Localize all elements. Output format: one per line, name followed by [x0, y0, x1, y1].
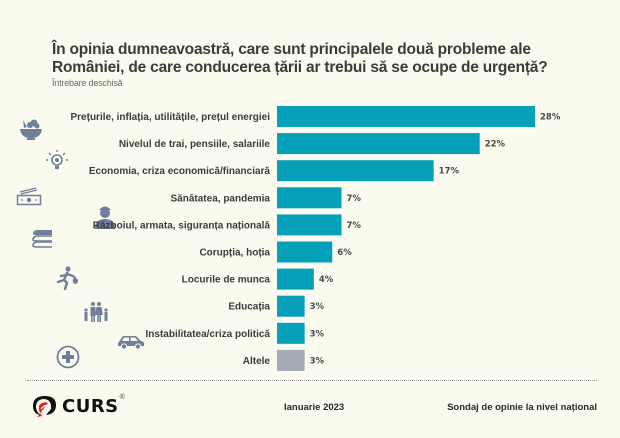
- category-label-1: Nivelul de trai, pensiile, salariile: [119, 139, 271, 150]
- footer-divider: [27, 380, 597, 381]
- curs-logo-mark-icon: [33, 396, 56, 417]
- bar-7: [277, 295, 305, 317]
- thief-icon: [56, 266, 78, 291]
- money-icon: [16, 187, 42, 206]
- footer-date: Ianuarie 2023: [284, 402, 345, 413]
- lightbulb-icon: [46, 150, 68, 169]
- bar-9: [277, 349, 305, 371]
- category-label-5: Corupția, hoția: [199, 248, 270, 259]
- curs-logo: CURS ®: [32, 394, 125, 418]
- value-label-0: 28%: [540, 113, 561, 123]
- value-label-3: 7%: [347, 194, 362, 204]
- chart-title: În opinia dumneavoastră, care sunt princ…: [52, 41, 548, 77]
- value-label-8: 3%: [310, 329, 325, 339]
- chart-subtitle: Întrebare deschisă: [52, 78, 123, 88]
- car-icon: [118, 336, 144, 350]
- category-label-9: Altele: [243, 356, 271, 367]
- bar-3: [277, 187, 342, 209]
- logo-text: CURS: [62, 395, 119, 417]
- registered-mark: ®: [119, 393, 125, 401]
- books-icon: [32, 230, 52, 248]
- bar-8: [277, 322, 305, 344]
- value-label-2: 17%: [439, 167, 460, 177]
- category-label-3: Sănătatea, pandemia: [171, 193, 271, 204]
- value-label-6: 4%: [319, 275, 334, 285]
- bar-2: [277, 160, 434, 182]
- bar-0: [277, 106, 535, 127]
- title-line-1: În opinia dumneavoastră, care sunt princ…: [52, 41, 531, 58]
- value-label-1: 22%: [485, 140, 506, 150]
- category-label-7: Educația: [228, 302, 270, 313]
- medical-cross-icon: [56, 345, 80, 369]
- category-label-0: Prețurile, inflația, utilitățile, prețul…: [71, 112, 271, 123]
- family-icon: [84, 302, 108, 322]
- category-label-2: Economia, criza economică/financiară: [89, 166, 271, 177]
- footer-survey-label: Sondaj de opinie la nivel național: [447, 402, 597, 413]
- value-label-7: 3%: [310, 302, 325, 312]
- value-label-4: 7%: [347, 221, 362, 231]
- value-label-5: 6%: [337, 248, 352, 258]
- fruit-bowl-icon: [20, 119, 42, 140]
- bar-1: [277, 133, 480, 155]
- bar-4: [277, 214, 342, 236]
- category-label-8: Instabilitatea/criza politică: [146, 329, 271, 340]
- category-label-4: Războiul, armata, siguranța națională: [93, 220, 271, 231]
- title-line-2: României, de care conducerea țării ar tr…: [52, 59, 548, 76]
- bar-6: [277, 268, 314, 290]
- category-label-6: Locurile de munca: [182, 275, 271, 286]
- soldier-icon: [95, 206, 115, 229]
- value-label-9: 3%: [310, 356, 325, 366]
- bar-5: [277, 241, 333, 263]
